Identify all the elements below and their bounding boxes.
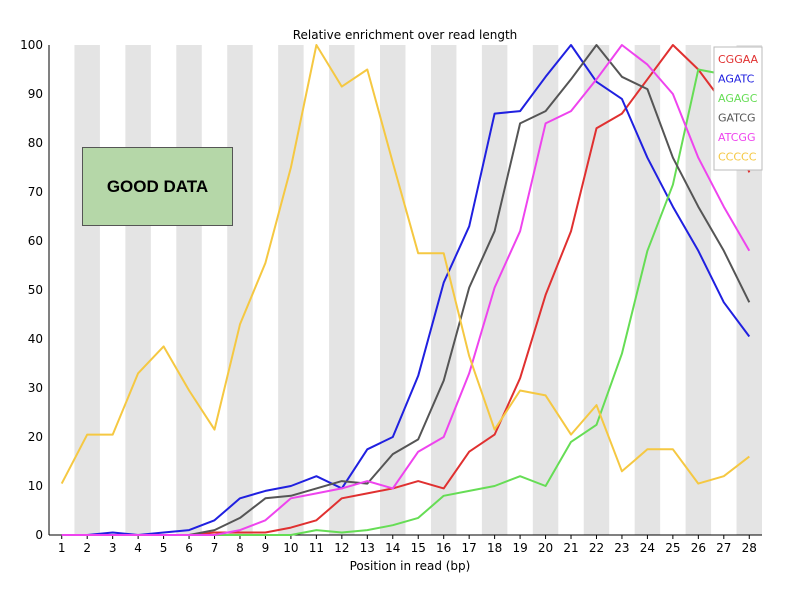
x-tick-label: 25 [665,541,680,555]
grid-band [278,45,304,535]
y-tick-label: 100 [20,38,43,52]
chart-title: Relative enrichment over read length [293,28,518,42]
legend-entry-cggaa: CGGAA [718,53,759,66]
x-tick-label: 4 [134,541,142,555]
x-axis-ticks: 1 2 3 4 5 6 7 8 9 10 11 12 13 14 15 16 17 18 19 20 21 22 23 24 2… [58,535,757,555]
x-tick-label: 20 [538,541,553,555]
x-tick-label: 21 [563,541,578,555]
grid-band [176,45,202,535]
y-tick-label: 90 [28,87,43,101]
y-tick-label: 0 [35,528,43,542]
y-tick-label: 30 [28,381,43,395]
x-tick-label: 28 [742,541,757,555]
x-tick-label: 15 [411,541,426,555]
grid-band [634,45,661,535]
x-tick-label: 6 [185,541,193,555]
background-bands [74,45,762,535]
x-tick-label: 14 [385,541,400,555]
grid-band [329,45,355,535]
x-tick-label: 5 [160,541,168,555]
grid-band [74,45,100,535]
legend-entry-gatcg: GATCG [718,112,755,125]
x-tick-label: 13 [360,541,375,555]
legend: CGGAA AGATC AGAGC GATCG ATCGG CCCCC [713,46,763,171]
x-tick-label: 24 [640,541,655,555]
x-tick-label: 2 [83,541,91,555]
grid-band [380,45,406,535]
grid-band [685,45,712,535]
legend-entry-atcgg: ATCGG [718,131,755,144]
grid-band [583,45,610,535]
grid-band [125,45,151,535]
x-tick-label: 27 [716,541,731,555]
series-lines [60,44,751,536]
x-tick-label: 12 [334,541,349,555]
x-tick-label: 18 [487,541,502,555]
x-axis-label: Position in read (bp) [350,559,471,573]
good-data-badge: GOOD DATA [82,147,233,226]
grid-band [227,45,253,535]
x-tick-label: 11 [309,541,324,555]
y-axis-ticks: 0 10 20 30 40 50 60 70 80 90 100 [20,38,43,542]
legend-entry-agagc: AGAGC [718,92,758,105]
y-tick-label: 60 [28,234,43,248]
y-tick-label: 40 [28,332,43,346]
x-tick-label: 1 [58,541,66,555]
x-tick-label: 23 [614,541,629,555]
y-tick-label: 70 [28,185,43,199]
legend-entry-agatc: AGATC [718,73,755,86]
y-tick-label: 80 [28,136,43,150]
series-line-ccccc [60,44,750,485]
y-tick-label: 50 [28,283,43,297]
legend-box [713,46,763,171]
x-tick-label: 19 [512,541,527,555]
x-tick-label: 22 [589,541,604,555]
series-line-atcgg [61,44,751,536]
x-tick-label: 17 [462,541,477,555]
x-tick-label: 16 [436,541,451,555]
series-line-agatc [61,44,751,536]
x-tick-label: 8 [236,541,244,555]
legend-entry-ccccc: CCCCC [718,151,757,164]
x-tick-label: 10 [283,541,298,555]
y-tick-label: 10 [28,479,43,493]
x-tick-label: 9 [262,541,270,555]
x-tick-label: 3 [109,541,117,555]
y-tick-label: 20 [28,430,43,444]
x-tick-label: 7 [211,541,219,555]
x-tick-label: 26 [691,541,706,555]
